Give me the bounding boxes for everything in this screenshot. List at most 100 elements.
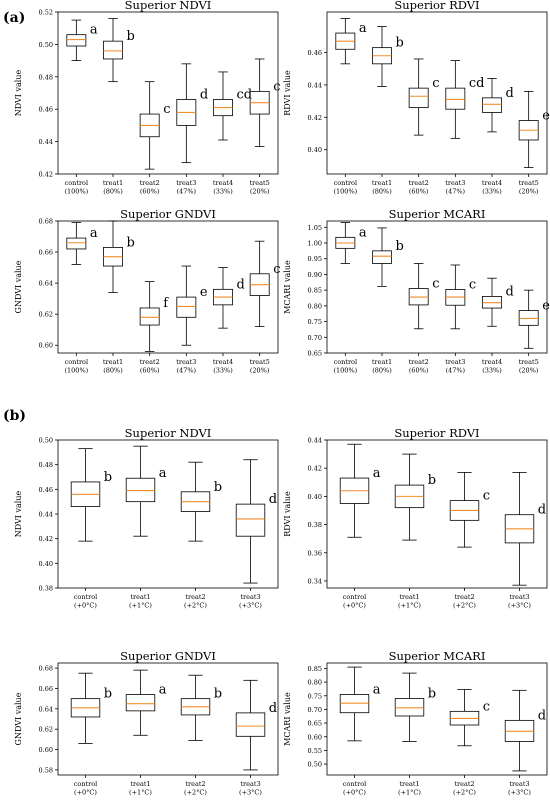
y-tick-label: 0.34: [308, 577, 322, 585]
x-tick-label: (+2°C): [453, 789, 476, 797]
x-tick-label: treat3: [240, 593, 260, 601]
y-tick-label: 0.44: [308, 437, 322, 445]
significance-letter: c: [469, 278, 476, 293]
significance-letter: b: [428, 473, 436, 488]
significance-letter: c: [432, 277, 439, 292]
significance-letter: a: [373, 682, 381, 697]
x-tick-label: treat2: [409, 179, 429, 187]
subplot-3: Superior MCARI MCARI value 0.65 0.70 0.75 0.8…: [283, 207, 550, 375]
box-2: c treat2(+2°C): [449, 689, 490, 797]
significance-letter: b: [127, 29, 135, 44]
x-tick-label: (80%): [372, 367, 392, 375]
y-tick-label: 0.46: [39, 486, 53, 494]
significance-letter: a: [373, 466, 381, 481]
x-tick-label: treat2: [454, 780, 474, 788]
plot-frame: [57, 439, 279, 589]
plot-frame: [326, 662, 548, 776]
iqr-box: [103, 40, 123, 60]
significance-letter: e: [200, 285, 208, 300]
x-tick-label: treat1: [130, 593, 150, 601]
x-tick-label: (60%): [409, 367, 429, 375]
x-tick-label: (100%): [65, 367, 89, 375]
plot-frame: [57, 662, 279, 776]
significance-letter: d: [237, 277, 245, 292]
chart-title: Superior MCARI: [389, 207, 486, 221]
y-tick-label: 0.60: [39, 342, 53, 350]
x-tick-label: (100%): [334, 367, 358, 375]
iqr-box: [176, 296, 197, 318]
box-4: d treat4(33%): [213, 267, 245, 375]
box-5: e treat5(20%): [519, 289, 550, 375]
x-tick-label: treat2: [409, 358, 429, 366]
y-tick-label: 0.42: [39, 171, 53, 179]
x-tick-label: (100%): [65, 188, 89, 196]
significance-letter: d: [506, 284, 514, 299]
box-0: a control(100%): [65, 19, 98, 196]
y-tick-label: 0.90: [308, 271, 322, 279]
x-tick-label: (20%): [519, 367, 539, 375]
x-tick-label: control: [334, 358, 357, 366]
box-1: b treat1(80%): [372, 227, 404, 375]
significance-letter: f: [163, 296, 169, 311]
box-4: d treat4(33%): [482, 78, 514, 196]
box-3: e treat3(47%): [176, 265, 208, 375]
y-tick-label: 0.80: [308, 679, 322, 687]
y-tick-label: 0.44: [308, 81, 322, 89]
y-tick-label: 0.75: [308, 318, 322, 326]
iqr-box: [445, 87, 466, 110]
iqr-box: [66, 34, 87, 47]
y-tick-label: 1.05: [308, 224, 322, 232]
y-axis-label: RDVI value: [283, 70, 292, 116]
x-tick-label: (+0°C): [74, 789, 97, 797]
y-tick-label: 0.65: [308, 720, 322, 728]
box-2: b treat2(+2°C): [180, 461, 222, 610]
x-tick-label: (80%): [103, 367, 123, 375]
box-1: b treat1(+1°C): [394, 672, 436, 797]
y-tick-label: 0.36: [308, 549, 322, 557]
y-tick-label: 0.60: [39, 746, 53, 754]
x-tick-label: treat1: [103, 179, 123, 187]
y-axis-label: MCARI value: [283, 692, 292, 746]
box-3: d treat3(47%): [176, 63, 208, 196]
significance-letter: cd: [469, 76, 485, 91]
box-4: cd treat4(33%): [213, 71, 253, 196]
chart-title: Superior GNDVI: [120, 207, 216, 221]
y-axis-label: GNDVI value: [14, 260, 23, 313]
box-0: a control(100%): [334, 18, 367, 196]
x-tick-label: (60%): [140, 367, 160, 375]
x-tick-label: (100%): [334, 188, 358, 196]
y-tick-label: 0.46: [39, 106, 53, 114]
significance-letter: d: [269, 492, 277, 507]
x-tick-label: treat3: [445, 358, 465, 366]
box-1: b treat1(80%): [103, 220, 135, 375]
y-tick-label: 0.68: [39, 218, 53, 226]
box-3: d treat3(+3°C): [235, 459, 277, 610]
y-tick-label: 0.46: [308, 49, 322, 57]
x-tick-label: treat4: [482, 179, 502, 187]
box-2: c treat2(60%): [409, 58, 439, 196]
significance-letter: d: [506, 86, 514, 101]
box-1: a treat1(+1°C): [125, 669, 167, 797]
x-tick-label: control: [334, 179, 357, 187]
y-tick-label: 0.64: [39, 705, 53, 713]
y-axis-label: GNDVI value: [14, 692, 23, 745]
y-tick-label: 0.44: [39, 138, 53, 146]
significance-letter: a: [359, 225, 367, 240]
significance-letter: b: [214, 687, 222, 702]
significance-letter: c: [163, 102, 170, 117]
box-2: f treat2(60%): [140, 281, 169, 375]
significance-letter: cd: [237, 87, 253, 102]
box-0: a control(+0°C): [339, 666, 381, 797]
y-tick-label: 0.50: [39, 437, 53, 445]
significance-letter: b: [104, 687, 112, 702]
y-tick-label: 0.85: [308, 287, 322, 295]
x-tick-label: (+1°C): [129, 602, 152, 610]
x-tick-label: control: [343, 593, 366, 601]
y-tick-label: 0.38: [308, 521, 322, 529]
y-tick-label: 0.65: [308, 350, 322, 358]
x-tick-label: treat4: [213, 358, 233, 366]
x-tick-label: (+2°C): [184, 789, 207, 797]
plot-frame: [57, 220, 279, 354]
significance-letter: e: [542, 109, 550, 124]
significance-letter: b: [127, 235, 135, 250]
